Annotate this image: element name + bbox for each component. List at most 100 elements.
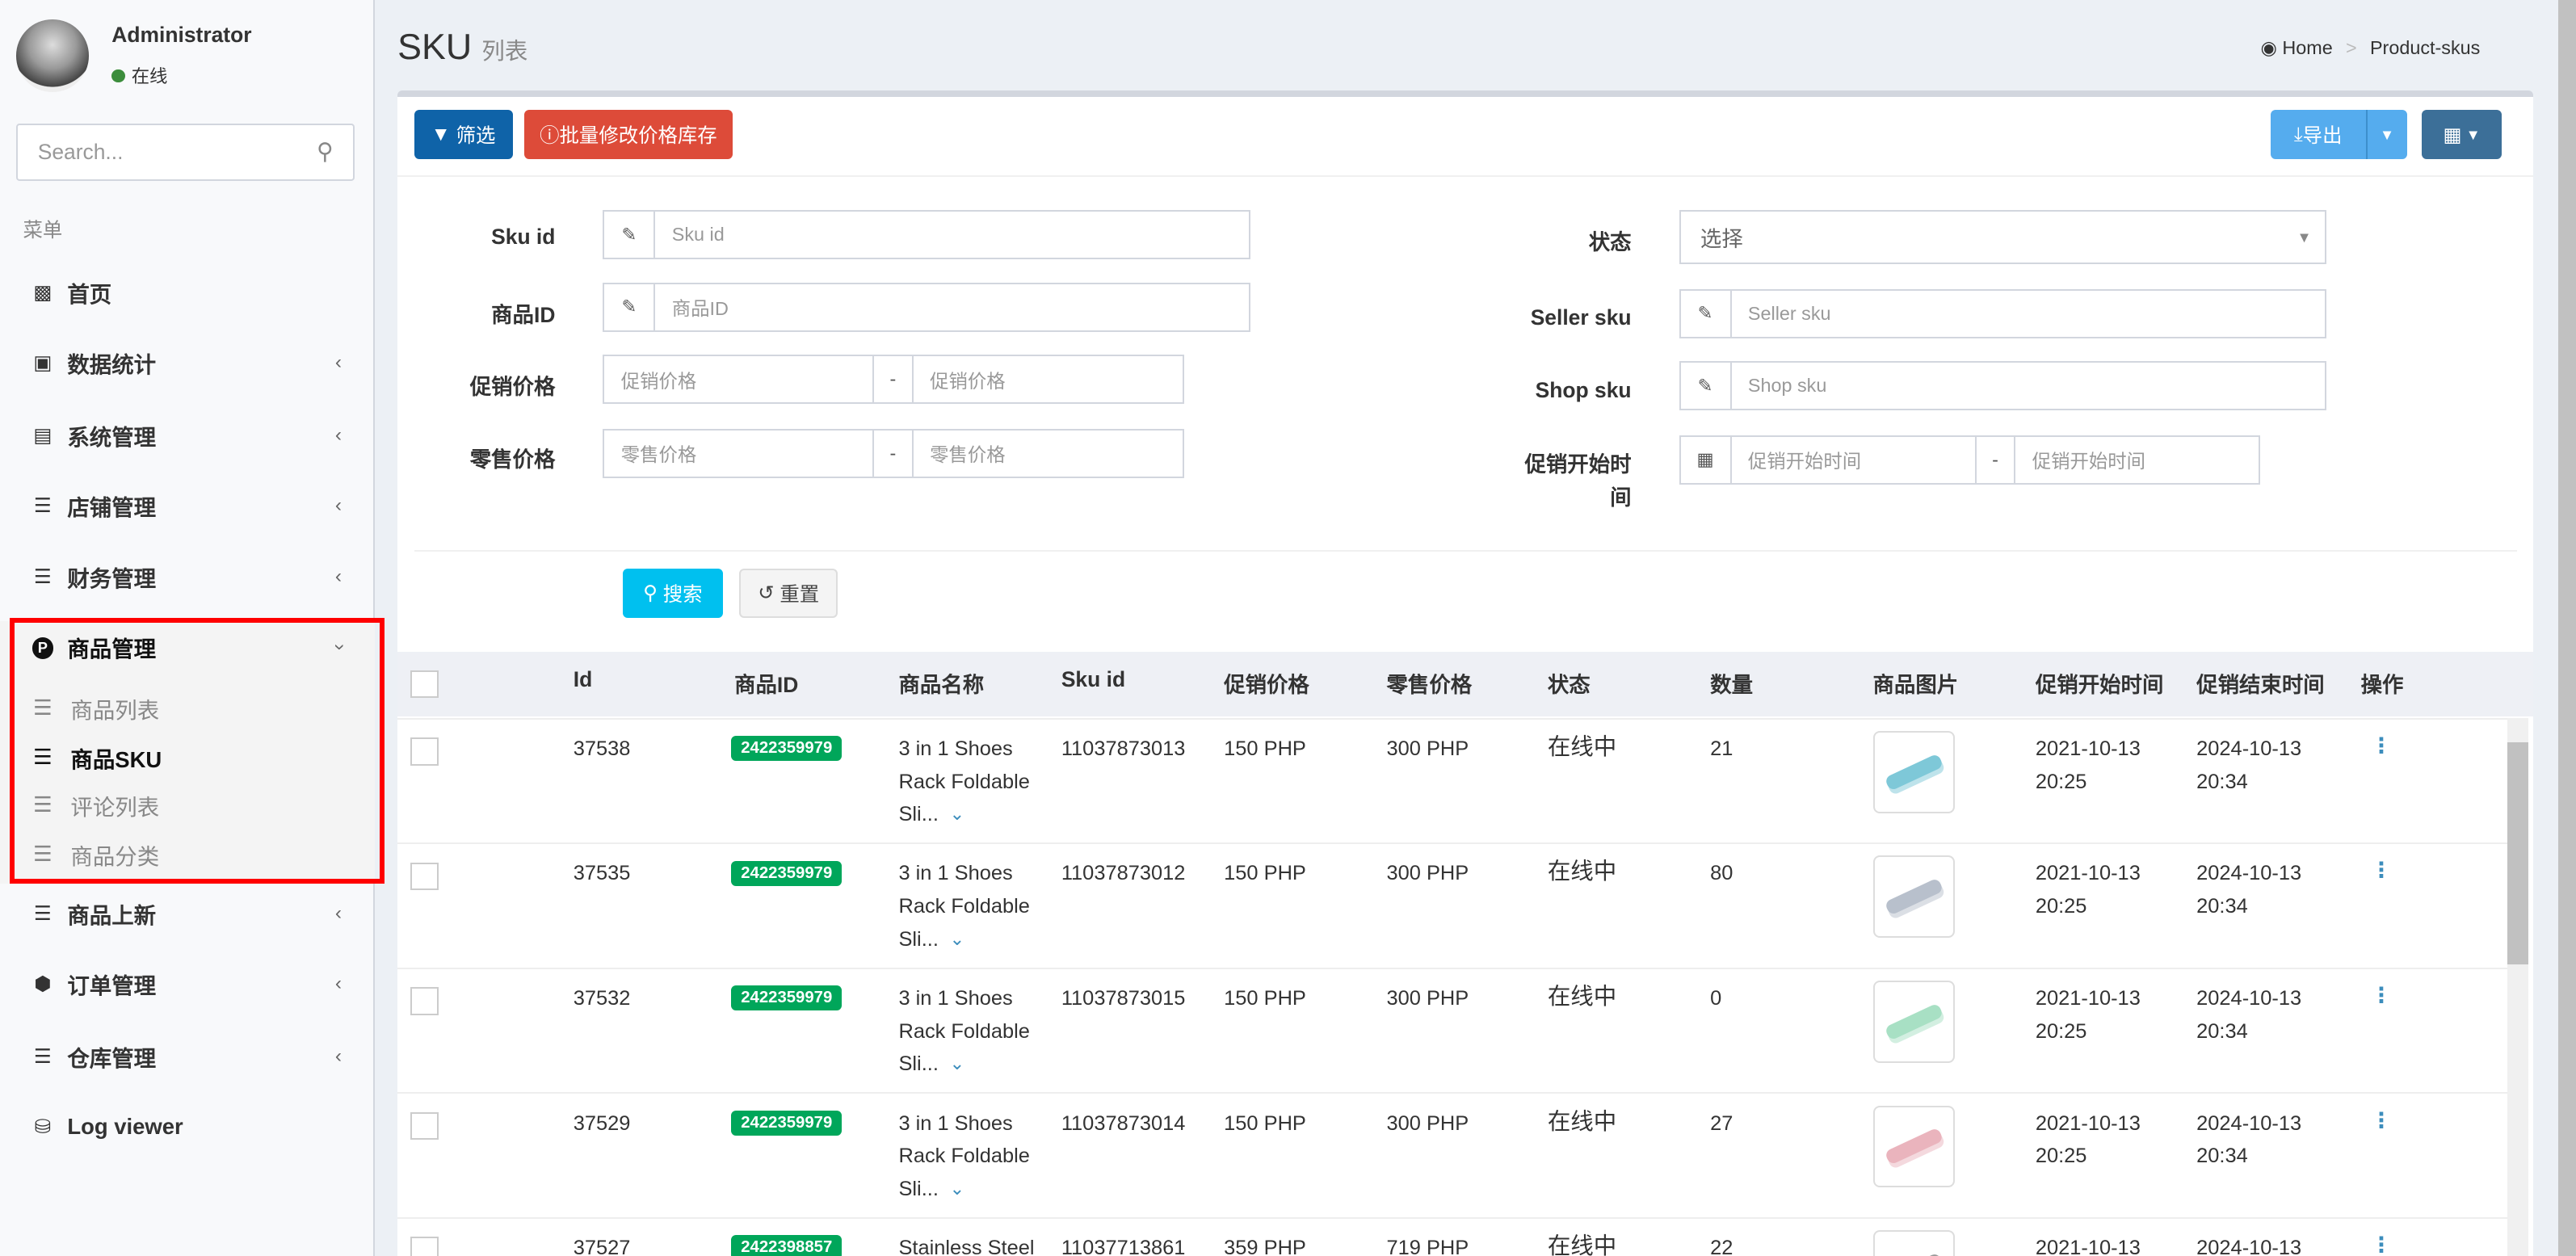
sidebar-item-shop[interactable]: ☰ 店铺管理 ‹: [0, 481, 375, 531]
sidebar-item-system[interactable]: ▤ 系统管理 ‹: [0, 410, 375, 460]
row-checkbox[interactable]: [410, 862, 439, 891]
col-sku-id-header[interactable]: Sku id: [1061, 666, 1126, 691]
row-checkbox[interactable]: [410, 737, 439, 766]
menu-header: 菜单: [23, 220, 63, 242]
sidebar-item-warehouse[interactable]: ☰ 仓库管理 ‹: [0, 1031, 375, 1081]
expand-chevron-icon[interactable]: ⌄: [949, 1053, 965, 1074]
col-quantity-header[interactable]: 数量: [1710, 672, 1754, 697]
cell-retail-price: 300 PHP: [1386, 1111, 1469, 1135]
scrollbar-thumb[interactable]: [2507, 742, 2528, 964]
select-all-checkbox[interactable]: [410, 670, 439, 699]
product-image[interactable]: [1872, 981, 1956, 1063]
sidebar-item-products[interactable]: P 商品管理 ‹: [0, 623, 375, 672]
sidebar-item-log-viewer[interactable]: ⛁ Log viewer: [0, 1103, 375, 1152]
cell-id: 37532: [573, 987, 631, 1010]
cell-product-name: Stainless Steel: [898, 1237, 1035, 1256]
row-checkbox[interactable]: [410, 1111, 439, 1140]
dashboard-icon: ◉: [2260, 36, 2277, 58]
col-status-header[interactable]: 状态: [1547, 672, 1591, 697]
expand-chevron-icon[interactable]: ⌄: [949, 928, 965, 949]
product-thumbnail: [1884, 877, 1944, 917]
row-actions-menu-icon[interactable]: ⋮: [2370, 1233, 2393, 1256]
cell-promo-end: 20:34: [2196, 895, 2248, 918]
expand-chevron-icon[interactable]: ⌄: [949, 1178, 965, 1199]
bars-icon: ☰: [33, 842, 53, 867]
columns-button[interactable]: ▦ ▼: [2421, 110, 2502, 160]
sidebar-item-new-products[interactable]: ☰ 商品上新 ‹: [0, 888, 375, 938]
export-button[interactable]: ⤓ 导出: [2270, 110, 2366, 160]
table-icon: ▦: [2443, 124, 2462, 146]
row-actions-menu-icon[interactable]: ⋮: [2370, 982, 2393, 1007]
col-retail-price-header[interactable]: 零售价格: [1386, 672, 1473, 697]
search-button[interactable]: ⚲ 搜索: [622, 568, 723, 618]
cell-retail-price: 719 PHP: [1386, 1237, 1469, 1256]
promo-price-from-input[interactable]: 促销价格: [603, 355, 874, 405]
breadcrumb: ◉ Home > Product-skus: [2261, 36, 2481, 59]
product-image[interactable]: [1872, 855, 1956, 939]
expand-chevron-icon[interactable]: ⌄: [949, 804, 965, 825]
col-actions-header[interactable]: 操作: [2360, 672, 2404, 697]
retail-price-from-input[interactable]: 零售价格: [603, 428, 874, 478]
product-image[interactable]: [1872, 1230, 1956, 1256]
reset-button[interactable]: ↺ 重置: [739, 568, 838, 618]
sidebar-subitem-categories[interactable]: ☰ 商品分类: [0, 833, 375, 876]
col-promo-end-header[interactable]: 促销结束时间: [2196, 672, 2325, 697]
shop-sku-label: Shop sku: [1535, 377, 1632, 402]
row-checkbox[interactable]: [410, 1237, 439, 1256]
product-id-input[interactable]: ✎ 商品ID: [603, 282, 1250, 332]
export-dropdown-toggle[interactable]: ▼: [2365, 110, 2407, 160]
sidebar-item-orders[interactable]: ⬢ 订单管理 ‹: [0, 960, 375, 1009]
col-product-id-header[interactable]: 商品ID: [734, 672, 799, 697]
batch-edit-button[interactable]: ⓘ 批量修改价格库存: [523, 110, 733, 160]
sidebar-item-home[interactable]: ▩ 首页: [0, 268, 375, 317]
col-image-header[interactable]: 商品图片: [1872, 672, 1959, 697]
table-header: [397, 652, 2534, 716]
filter-button[interactable]: ▼ 筛选: [414, 110, 513, 160]
promo-start-from-input[interactable]: ▦ 促销开始时间: [1679, 435, 1977, 485]
cell-sku-id: 11037873013: [1061, 737, 1186, 760]
cell-quantity: 0: [1710, 987, 1722, 1010]
info-circle-icon: ⓘ: [540, 125, 560, 148]
product-image[interactable]: [1872, 1105, 1956, 1188]
sidebar-item-finance[interactable]: ☰ 财务管理 ‹: [0, 552, 375, 601]
cell-promo-start: 20:25: [2035, 1145, 2087, 1168]
shop-sku-input[interactable]: ✎ Shop sku: [1679, 361, 2326, 411]
promo-price-label: 促销价格: [469, 375, 556, 400]
promo-start-label: 促销开始时间: [1524, 452, 1632, 510]
product-image[interactable]: [1872, 730, 1956, 813]
seller-sku-input[interactable]: ✎ Seller sku: [1679, 288, 2326, 338]
table-scrollbar[interactable]: [2507, 717, 2528, 1256]
sidebar-item-label: 首页: [67, 282, 112, 307]
retail-price-to-input[interactable]: 零售价格: [911, 428, 1185, 478]
cell-product-name: 3 in 1 Shoes: [898, 862, 1013, 885]
cell-retail-price: 300 PHP: [1386, 737, 1469, 760]
row-actions-menu-icon[interactable]: ⋮: [2370, 858, 2393, 883]
sidebar-subitem-reviews[interactable]: ☰ 评论列表: [0, 783, 375, 826]
row-actions-menu-icon[interactable]: ⋮: [2370, 733, 2393, 758]
sidebar-subitem-product-sku[interactable]: ☰ 商品SKU: [0, 736, 375, 779]
cell-id: 37535: [573, 862, 631, 885]
sidebar-subitem-product-list[interactable]: ☰ 商品列表: [0, 687, 375, 729]
retail-price-label: 零售价格: [469, 447, 556, 472]
row-checkbox[interactable]: [410, 987, 439, 1015]
sidebar-item-stats[interactable]: ▣ 数据统计 ‹: [0, 338, 375, 388]
breadcrumb-home[interactable]: Home: [2282, 36, 2333, 58]
caret-down-icon: ▼: [2380, 125, 2395, 143]
range-separator: -: [872, 428, 914, 478]
col-id-header[interactable]: Id: [573, 666, 593, 691]
col-promo-price-header[interactable]: 促销价格: [1224, 672, 1309, 697]
status-select[interactable]: 选择 ▼: [1679, 210, 2326, 265]
promo-price-to-input[interactable]: 促销价格: [911, 355, 1185, 405]
col-product-name-header[interactable]: 商品名称: [898, 672, 985, 697]
cell-status: 在线中: [1547, 984, 1617, 1010]
search-icon[interactable]: ⚲: [317, 138, 334, 165]
col-promo-start-header[interactable]: 促销开始时间: [2035, 672, 2164, 697]
sidebar-search-input[interactable]: Search... ⚲: [16, 123, 355, 181]
product-hunt-icon: P: [30, 636, 57, 659]
page-scrollbar[interactable]: [2557, 0, 2576, 1256]
sku-id-input[interactable]: ✎ Sku id: [603, 210, 1250, 260]
pencil-icon: ✎: [1681, 290, 1732, 337]
cell-product-name: Rack Foldable: [898, 1019, 1030, 1043]
row-actions-menu-icon[interactable]: ⋮: [2370, 1107, 2393, 1132]
promo-start-to-input[interactable]: 促销开始时间: [2014, 435, 2261, 485]
